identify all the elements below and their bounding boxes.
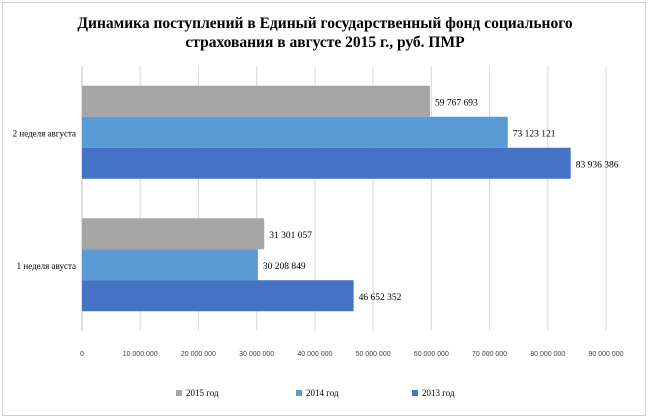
legend-item-2015: 2015 год	[176, 388, 219, 398]
chart-frame	[2, 2, 646, 416]
x-tick-label-1: 10 000 000	[123, 351, 158, 358]
x-tick-label-6: 60 000 000	[414, 351, 449, 358]
y-category-label-0: 2 неделя августа	[13, 128, 76, 138]
y-category-label-1: 1 неделя авуста	[17, 261, 76, 271]
bar-1-1	[82, 249, 258, 281]
x-tick-label-5: 50 000 000	[356, 351, 391, 358]
data-label-0-1: 73 123 121	[513, 129, 556, 139]
data-label-1-2: 46 652 352	[359, 293, 402, 303]
x-tick-label-8: 80 000 000	[530, 351, 565, 358]
bar-1-0	[82, 218, 265, 250]
chart-title-line-2: страхования в августе 2015 г., руб. ПМР	[185, 34, 465, 51]
data-label-1-0: 31 301 057	[269, 231, 312, 241]
legend-item-2014: 2014 год	[296, 388, 339, 398]
x-tick-label-2: 20 000 000	[181, 351, 216, 358]
x-tick-label-9: 90 000 000	[588, 351, 623, 358]
legend-item-2013: 2013 год	[412, 388, 455, 398]
legend-swatch-2014	[296, 390, 302, 396]
bar-0-1	[82, 116, 508, 148]
x-tick-label-3: 30 000 000	[239, 351, 274, 358]
data-label-0-2: 83 936 386	[576, 160, 619, 170]
bar-0-0	[82, 85, 430, 117]
chart-title: Динамика поступлений в Единый государств…	[0, 14, 650, 52]
data-label-0-0: 59 767 693	[435, 98, 478, 108]
legend-label-2013: 2013 год	[422, 388, 455, 398]
bar-0-2	[82, 147, 571, 179]
legend-label-2015: 2015 год	[186, 388, 219, 398]
legend-label-2014: 2014 год	[306, 388, 339, 398]
chart-legend: 2015 год 2014 год 2013 год	[0, 388, 650, 404]
legend-swatch-2013	[412, 390, 418, 396]
x-tick-label-0: 0	[80, 351, 84, 358]
legend-swatch-2015	[176, 390, 182, 396]
x-tick-label-7: 70 000 000	[472, 351, 507, 358]
data-label-1-1: 30 208 849	[263, 262, 306, 272]
chart-title-line-1: Динамика поступлений в Единый государств…	[77, 15, 573, 32]
bar-1-2	[82, 280, 354, 312]
x-tick-label-4: 40 000 000	[297, 351, 332, 358]
